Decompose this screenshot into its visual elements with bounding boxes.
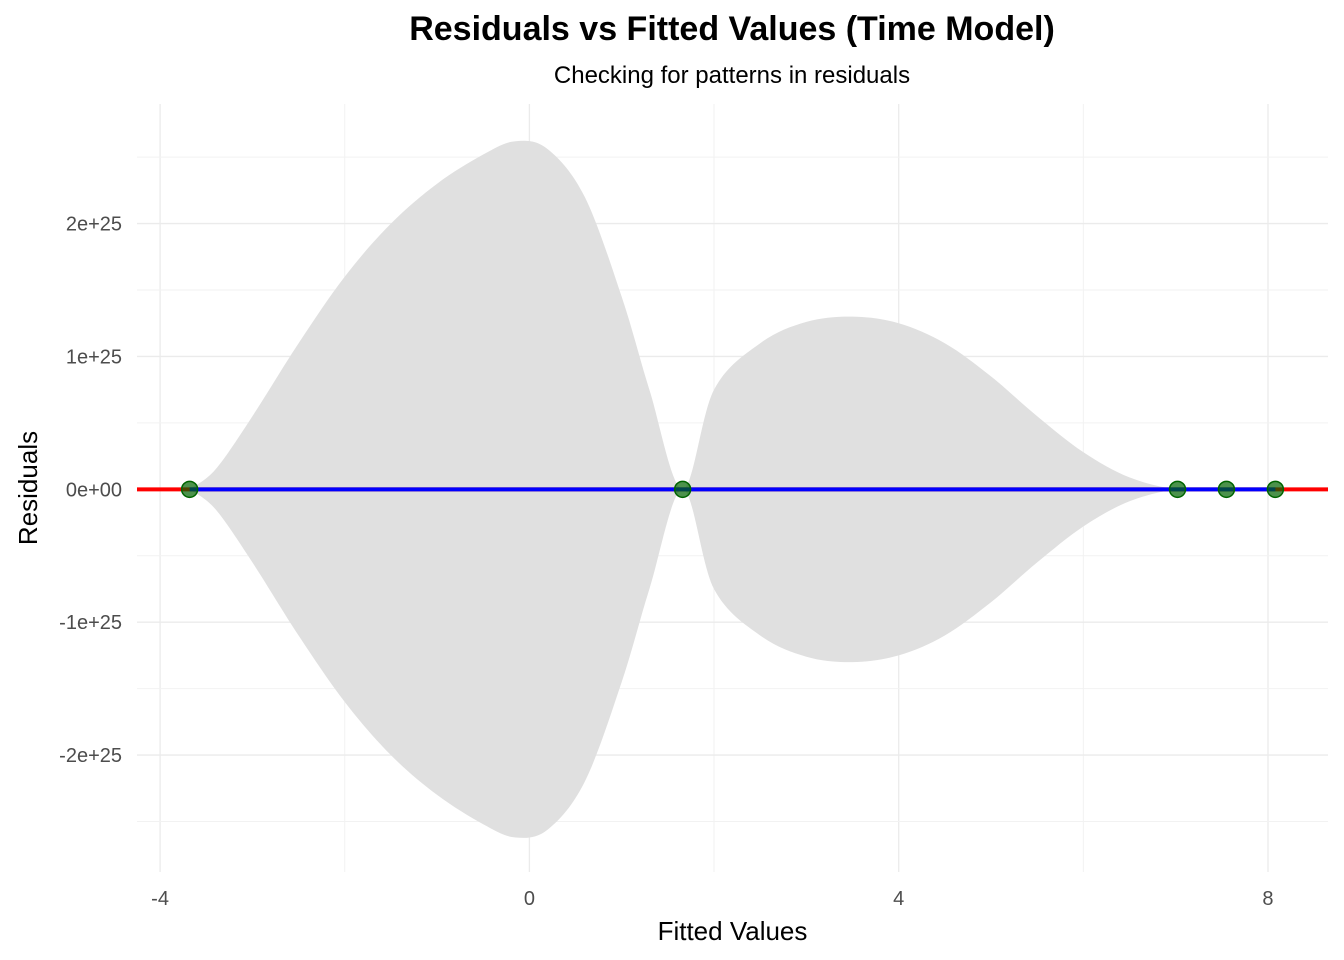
x-axis-label: Fitted Values bbox=[658, 916, 808, 946]
x-tick-labels: -4 0 4 8 bbox=[151, 888, 1273, 910]
data-point bbox=[673, 480, 692, 499]
y-tick-label: 0e+00 bbox=[66, 479, 122, 501]
x-tick-label: 4 bbox=[893, 888, 904, 910]
x-tick-label: 8 bbox=[1262, 888, 1273, 910]
chart-subtitle: Checking for patterns in residuals bbox=[553, 62, 911, 89]
data-point bbox=[1266, 480, 1285, 499]
y-tick-label: -2e+25 bbox=[59, 745, 122, 767]
y-tick-label: 1e+25 bbox=[66, 346, 122, 368]
x-tick-label: 0 bbox=[524, 888, 535, 910]
data-points bbox=[180, 480, 1285, 499]
y-axis-label: Residuals bbox=[13, 431, 43, 545]
y-tick-label: 2e+25 bbox=[66, 214, 122, 236]
data-point bbox=[1217, 480, 1236, 499]
chart-title: Residuals vs Fitted Values (Time Model) bbox=[409, 10, 1055, 48]
y-tick-labels: -2e+25 -1e+25 0e+00 1e+25 2e+25 bbox=[59, 214, 122, 767]
y-tick-label: -1e+25 bbox=[59, 612, 122, 634]
x-tick-label: -4 bbox=[151, 888, 169, 910]
data-point bbox=[1168, 480, 1187, 499]
data-point bbox=[180, 480, 199, 499]
